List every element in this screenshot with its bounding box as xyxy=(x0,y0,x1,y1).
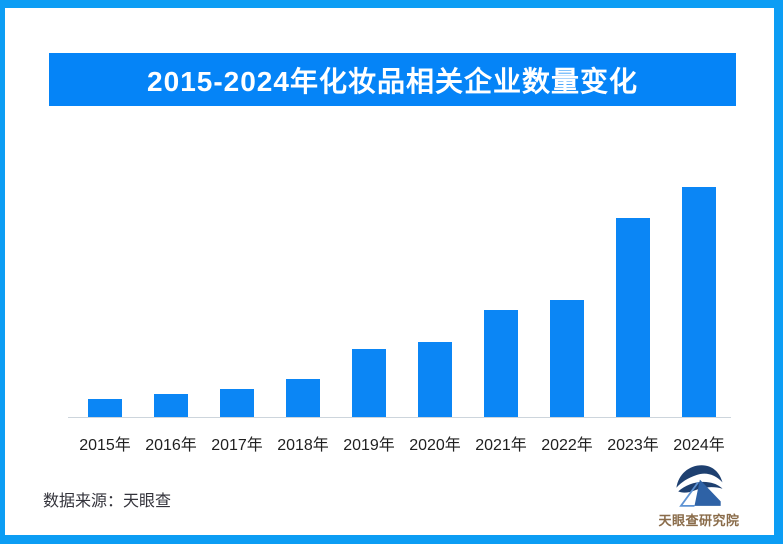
x-tick-label-2020年: 2020年 xyxy=(409,437,461,454)
bar-2020年 xyxy=(418,342,452,417)
bar-2016年 xyxy=(154,394,188,417)
x-tick-label-2019年: 2019年 xyxy=(343,437,395,454)
x-tick-label-2017年: 2017年 xyxy=(211,437,263,454)
bar-2021年 xyxy=(484,310,518,417)
tianyancha-logo-icon xyxy=(676,465,723,507)
bar-2015年 xyxy=(88,399,122,417)
brand-logo-text: 天眼查研究院 xyxy=(658,513,740,528)
data-source-label: 数据来源：天眼查 xyxy=(43,493,172,510)
title-banner: 2015-2024年化妆品相关企业数量变化 xyxy=(49,53,736,106)
bar-2024年 xyxy=(682,187,716,417)
bar-2023年 xyxy=(616,218,650,417)
bars-area xyxy=(88,157,716,417)
bar-2019年 xyxy=(352,349,386,417)
bar-2022年 xyxy=(550,300,584,417)
x-axis-labels: 2015年 2016年 2017年 2018年 2019年 2020年 2021年 2022年… xyxy=(72,431,732,455)
x-tick-label-2016年: 2016年 xyxy=(145,437,197,454)
x-tick-label-2023年: 2023年 xyxy=(607,437,659,454)
x-tick-label-2015年: 2015年 xyxy=(79,437,131,454)
brand-logo: 天眼查研究院 xyxy=(652,463,746,529)
x-axis-line xyxy=(68,417,731,418)
x-tick-label-2024年: 2024年 xyxy=(673,437,725,454)
chart-title: 2015-2024年化妆品相关企业数量变化 xyxy=(147,65,638,97)
bar-2017年 xyxy=(220,389,254,417)
bar-2018年 xyxy=(286,379,320,417)
x-tick-label-2021年: 2021年 xyxy=(475,437,527,454)
x-tick-label-2018年: 2018年 xyxy=(277,437,329,454)
x-tick-label-2022年: 2022年 xyxy=(541,437,593,454)
